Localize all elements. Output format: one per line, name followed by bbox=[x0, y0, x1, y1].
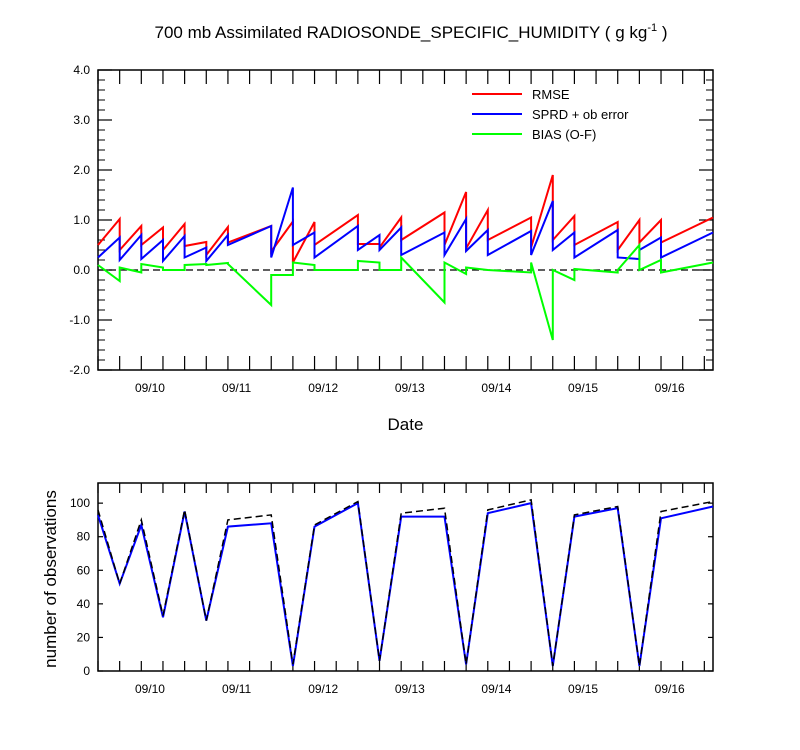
x-tick-label: 09/11 bbox=[222, 682, 251, 696]
x-tick-label: 09/14 bbox=[481, 682, 511, 696]
series-line-total bbox=[97, 498, 714, 667]
x-tick-label: 09/10 bbox=[135, 682, 165, 696]
y-tick-label: 0.0 bbox=[73, 263, 90, 277]
y-tick-label: 3.0 bbox=[73, 113, 90, 127]
x-tick-label: 09/10 bbox=[135, 381, 165, 395]
y-axis-title: number of observations bbox=[41, 490, 60, 668]
x-axis-title: Date bbox=[388, 415, 424, 434]
plot-frame bbox=[97, 482, 714, 672]
legend-label: RMSE bbox=[532, 87, 570, 102]
x-tick-label: 09/15 bbox=[568, 682, 598, 696]
x-tick-label: 09/15 bbox=[568, 381, 598, 395]
y-tick-label: 40 bbox=[77, 597, 91, 611]
x-tick-label: 09/13 bbox=[395, 682, 425, 696]
legend-label: SPRD + ob error bbox=[532, 107, 629, 122]
x-tick-label: 09/11 bbox=[222, 381, 251, 395]
x-tick-label: 09/12 bbox=[308, 682, 338, 696]
y-tick-label: 0 bbox=[83, 664, 90, 678]
y-tick-label: 4.0 bbox=[73, 63, 90, 77]
x-tick-label: 09/14 bbox=[481, 381, 511, 395]
bottom-chart-plot: 0 20 40 60 80 100 09/10 09/11 09/12 09/13 09/14 09/… bbox=[41, 482, 714, 696]
y-tick-label: 80 bbox=[77, 530, 91, 544]
chart-title: 700 mb Assimilated RADIOSONDE_SPECIFIC_H… bbox=[155, 22, 668, 42]
series-line-rmse bbox=[97, 174, 714, 263]
series-line-sprd-ob-error bbox=[97, 187, 714, 264]
y-tick-label: 60 bbox=[77, 563, 91, 577]
y-tick-label: 2.0 bbox=[73, 163, 90, 177]
legend-label: BIAS (O-F) bbox=[532, 127, 596, 142]
x-tick-label: 09/16 bbox=[655, 381, 685, 395]
x-tick-label: 09/13 bbox=[395, 381, 425, 395]
y-tick-label: -1.0 bbox=[69, 313, 90, 327]
x-tick-label: 09/12 bbox=[308, 381, 338, 395]
series-line-bias-o-f bbox=[97, 242, 714, 341]
y-tick-label: 100 bbox=[70, 496, 90, 510]
y-tick-label: 20 bbox=[77, 630, 91, 644]
x-tick-label: 09/16 bbox=[655, 682, 685, 696]
y-tick-label: 1.0 bbox=[73, 213, 90, 227]
y-tick-label: -2.0 bbox=[69, 363, 90, 377]
top-chart-plot: 4.0 3.0 2.0 1.0 0.0 -1.0 -2.0 09/10 09/11 09/12 09… bbox=[69, 63, 714, 434]
